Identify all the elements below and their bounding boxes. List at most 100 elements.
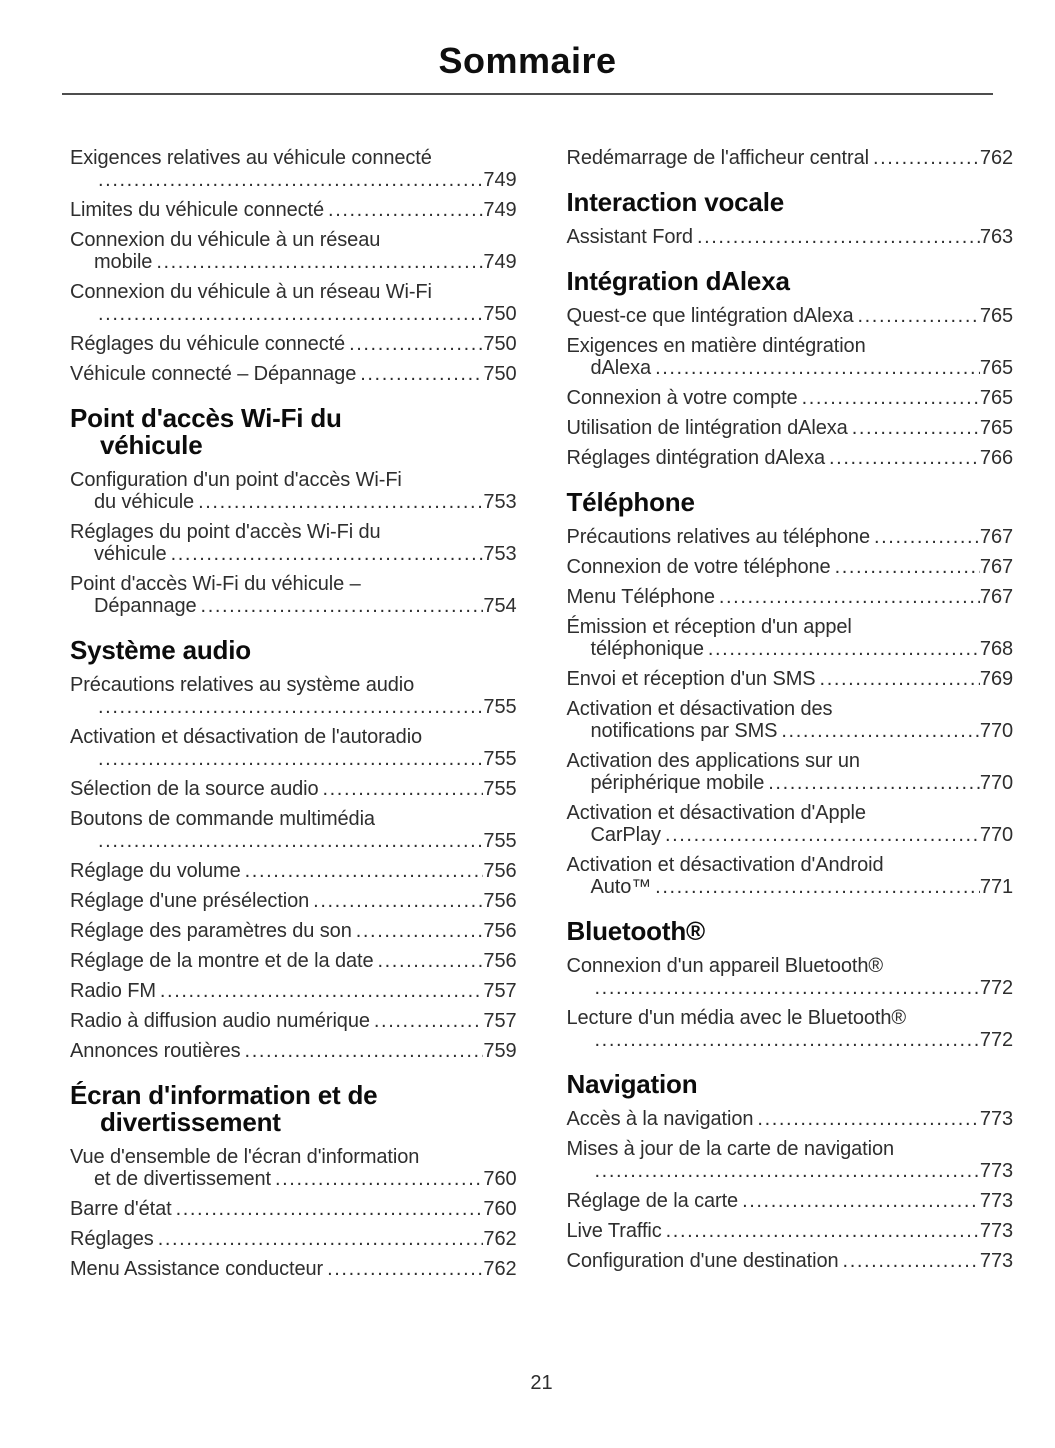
- toc-entry: Exigences relatives au véhicule connecté…: [70, 147, 517, 191]
- toc-entry-text: Configuration d'un point d'accès Wi-Fi: [70, 469, 402, 491]
- toc-entry-text: Réglages: [70, 1228, 154, 1250]
- toc-entry: Réglages dintégration dAlexa 766: [567, 447, 1014, 469]
- toc-entry: Connexion à votre compte 765: [567, 387, 1014, 409]
- toc-entry: Réglage des paramètres du son 756: [70, 920, 517, 942]
- toc-entry-text: Réglage de la montre et de la date: [70, 950, 374, 972]
- dot-leader: [241, 1040, 484, 1062]
- page-ref: 749: [483, 199, 517, 221]
- toc-entry-last-line: dAlexa 765: [567, 357, 1014, 379]
- toc-entry-text: périphérique mobile: [590, 772, 765, 794]
- toc-entry-text: Radio FM: [70, 980, 156, 1002]
- toc-entry-last-line: Quest-ce que lintégration dAlexa 765: [567, 305, 1014, 327]
- dot-leader: [661, 824, 980, 846]
- dot-leader: [764, 772, 980, 794]
- page-ref: 773: [979, 1220, 1013, 1242]
- toc-entry-last-line: Connexion de votre téléphone 767: [567, 556, 1014, 578]
- page-ref: 772: [979, 1029, 1013, 1051]
- toc-entry: Connexion du véhicule à un réseau Wi-Fi 7…: [70, 281, 517, 325]
- section-heading: Intégration dAlexa: [567, 268, 1014, 295]
- dot-leader: [831, 556, 980, 578]
- page-ref: 757: [483, 980, 517, 1002]
- toc-entry: Réglage d'une présélection 756: [70, 890, 517, 912]
- dot-leader: [870, 526, 980, 548]
- page-ref: 750: [483, 303, 517, 325]
- toc-entry-last-line: téléphonique 768: [567, 638, 1014, 660]
- toc-entry: Activation des applications sur un périph…: [567, 750, 1014, 794]
- toc-entry-text: Précautions relatives au téléphone: [566, 526, 871, 548]
- toc-entry: Quest-ce que lintégration dAlexa 765: [567, 305, 1014, 327]
- toc-entry: Menu Assistance conducteur 762: [70, 1258, 517, 1280]
- dot-leader: [373, 950, 483, 972]
- toc-entry: Lecture d'un média avec le Bluetooth® 772: [567, 1007, 1014, 1051]
- toc-entry: Point d'accès Wi-Fi du véhicule – Dépanna…: [70, 573, 517, 617]
- toc-entry-text: Vue d'ensemble de l'écran d'information: [70, 1146, 420, 1168]
- toc-entry-last-line: 750: [70, 303, 517, 325]
- page-ref: 773: [979, 1190, 1013, 1212]
- toc-entry-last-line: Barre d'état 760: [70, 1198, 517, 1220]
- toc-entry-text: Mises à jour de la carte de navigation: [566, 1138, 895, 1160]
- toc-entry-last-line: Radio à diffusion audio numérique 757: [70, 1010, 517, 1032]
- dot-leader: [753, 1108, 980, 1130]
- toc-entry-last-line: Réglage des paramètres du son 756: [70, 920, 517, 942]
- toc-entry-last-line: 755: [70, 830, 516, 852]
- page-ref: 769: [979, 668, 1013, 690]
- toc-entry-last-line: Réglage de la montre et de la date 756: [70, 950, 517, 972]
- page-ref: 750: [483, 363, 517, 385]
- toc-entry-last-line: Réglages dintégration dAlexa 766: [567, 447, 1014, 469]
- toc-entry: Réglages du point d'accès Wi-Fi du véhicu…: [70, 521, 517, 565]
- title-divider: [62, 93, 993, 95]
- toc-entry-last-line: Annonces routières 759: [70, 1040, 517, 1062]
- toc-entry-text: Réglages du véhicule connecté: [70, 333, 346, 355]
- toc-entry: Précautions relatives au système audio 75…: [70, 674, 517, 718]
- toc-entry-text: véhicule: [94, 543, 167, 565]
- section-heading-line: Écran d'information et de: [70, 1080, 378, 1110]
- toc-section-interaction-vocale: Interaction vocale Assistant Ford 763: [567, 189, 1014, 249]
- section-heading-line: véhicule: [100, 430, 203, 460]
- section-heading-line: Téléphone: [566, 487, 695, 517]
- page-ref: 765: [979, 417, 1013, 439]
- toc-entry-text: Auto™: [590, 876, 652, 898]
- dot-leader: [324, 199, 483, 221]
- toc-entry-last-line: 755: [70, 696, 517, 718]
- page-ref: 755: [483, 696, 517, 718]
- dot-leader: [777, 720, 980, 742]
- toc-entry: Limites du véhicule connecté 749: [70, 199, 517, 221]
- toc-entry-last-line: Réglages du véhicule connecté 750: [70, 333, 517, 355]
- page-ref: 770: [979, 772, 1013, 794]
- toc-entry-last-line: Live Traffic 773: [567, 1220, 1014, 1242]
- toc-entry-last-line: 755: [70, 748, 517, 770]
- toc-entry: Mises à jour de la carte de navigation 77…: [567, 1138, 1014, 1182]
- page-ref: 756: [483, 920, 517, 942]
- toc-entry: Configuration d'une destination 773: [567, 1250, 1014, 1272]
- toc-entry: Activation et désactivation des notificat…: [567, 698, 1014, 742]
- page-ref: 765: [979, 357, 1013, 379]
- toc-entry: Véhicule connecté – Dépannage 750: [70, 363, 517, 385]
- page-ref: 753: [483, 491, 517, 513]
- toc-entry-last-line: Réglages 762: [70, 1228, 517, 1250]
- toc-entry-text: notifications par SMS: [590, 720, 778, 742]
- toc-entry-last-line: Dépannage 754: [70, 595, 517, 617]
- toc-entry: Utilisation de lintégration dAlexa 765: [567, 417, 1014, 439]
- section-heading: Bluetooth®: [567, 918, 1014, 945]
- page-ref: 770: [979, 824, 1013, 846]
- page-ref: 772: [979, 977, 1013, 999]
- dot-leader: [356, 363, 483, 385]
- dot-leader: [94, 169, 483, 191]
- page-ref: 750: [483, 333, 517, 355]
- dot-leader: [715, 586, 980, 608]
- toc-entry: Connexion d'un appareil Bluetooth® 772: [567, 955, 1014, 999]
- toc-entry: Menu Téléphone 767: [567, 586, 1014, 608]
- toc-section-point-acces-wifi: Point d'accès Wi-Fi du véhicule Configurat…: [70, 403, 517, 618]
- toc-entry-last-line: Menu Assistance conducteur 762: [70, 1258, 517, 1280]
- section-heading-line: Point d'accès Wi-Fi du: [70, 403, 342, 433]
- page-ref: 755: [483, 748, 517, 770]
- toc-entry-text: du véhicule: [94, 491, 195, 513]
- page-ref: 756: [483, 950, 517, 972]
- dot-leader: [241, 860, 484, 882]
- toc-entry-text: Activation et désactivation d'Apple: [566, 802, 867, 824]
- toc-entry: Accès à la navigation 773: [567, 1108, 1014, 1130]
- toc-entry-last-line: CarPlay 770: [567, 824, 1014, 846]
- toc-entry-last-line: Menu Téléphone 767: [567, 586, 1014, 608]
